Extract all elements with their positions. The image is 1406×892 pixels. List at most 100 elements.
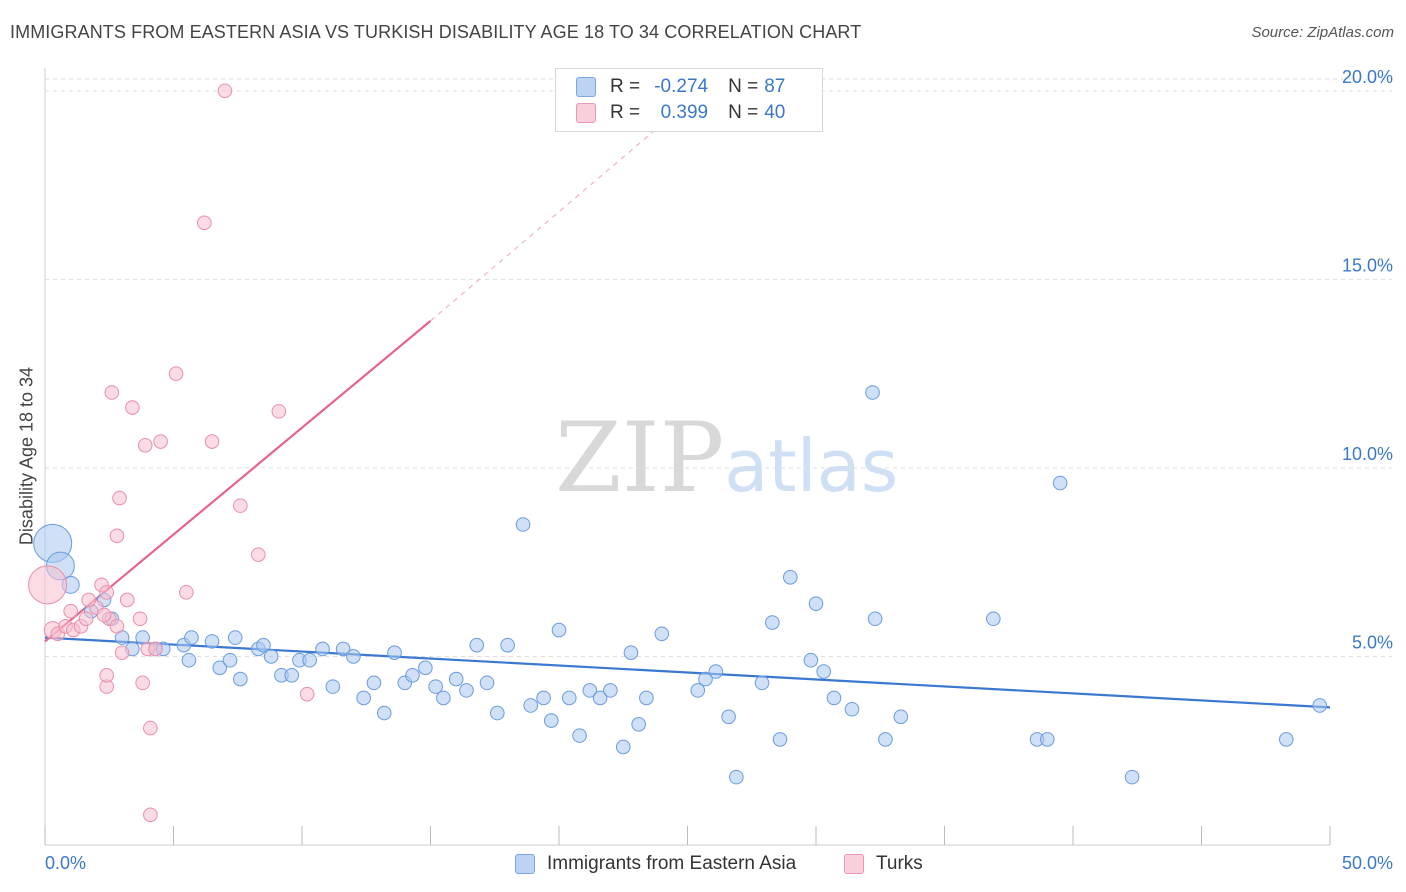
eastern-asia-point <box>448 671 464 687</box>
turks-point <box>96 607 112 623</box>
turks-point <box>233 498 248 513</box>
eastern-asia-point <box>366 675 382 691</box>
legend-r-value: -0.274 <box>654 76 709 97</box>
turks-point <box>119 592 135 608</box>
eastern-asia-point <box>523 698 539 713</box>
eastern-asia-point <box>1052 475 1068 491</box>
turks-point <box>137 438 153 453</box>
turks-point <box>132 611 148 627</box>
eastern-asia-point <box>690 683 706 698</box>
bottom-legend-label: Immigrants from Eastern Asia <box>547 853 797 874</box>
turks-point <box>143 720 158 736</box>
eastern-asia-point <box>772 732 788 747</box>
eastern-asia-point <box>893 709 909 725</box>
bottom-legend-swatch-pink <box>844 854 864 874</box>
eastern-asia-point <box>721 709 736 725</box>
turks-point <box>28 565 68 605</box>
eastern-asia-point <box>479 675 495 691</box>
eastern-asia-point <box>284 668 300 683</box>
eastern-asia-point <box>490 705 505 721</box>
eastern-asia-point <box>765 615 780 630</box>
eastern-asia-point <box>212 660 228 676</box>
source-label: Source: ZipAtlas.com <box>1251 24 1394 41</box>
eastern-asia-point <box>816 664 832 679</box>
x-tick-label: 0.0% <box>45 853 86 873</box>
eastern-asia-point <box>233 671 248 687</box>
y-tick-label: 5.0% <box>1352 632 1393 652</box>
eastern-asia-point <box>536 690 551 706</box>
chart-title: IMMIGRANTS FROM EASTERN ASIA VS TURKISH … <box>10 22 862 42</box>
eastern-asia-point <box>227 630 243 645</box>
eastern-asia-point <box>654 626 670 642</box>
bottom-legend-swatch-blue <box>515 854 535 874</box>
turks-point <box>99 668 114 683</box>
watermark: ZIPatlas <box>555 402 898 514</box>
eastern-asia-point <box>346 649 361 664</box>
turks-point <box>63 603 78 619</box>
turks-point <box>104 385 120 400</box>
turks-point <box>109 528 125 544</box>
turks-point <box>125 400 140 415</box>
eastern-asia-point <box>808 596 824 611</box>
eastern-asia-point <box>181 652 197 668</box>
turks-point <box>112 490 127 506</box>
eastern-asia-point <box>436 690 451 706</box>
eastern-asia-point <box>1040 732 1055 747</box>
turks-point <box>78 611 94 627</box>
eastern-asia-point <box>878 732 893 747</box>
y-tick-label: 20.0% <box>1342 67 1393 87</box>
legend-n-value: 40 <box>764 102 786 123</box>
eastern-asia-point <box>844 701 860 717</box>
eastern-asia-point <box>803 652 819 668</box>
eastern-asia-point <box>1124 769 1140 785</box>
eastern-asia-point <box>603 683 618 698</box>
turks-point <box>109 618 125 634</box>
eastern-asia-point <box>783 569 798 585</box>
eastern-asia-point <box>428 679 443 694</box>
turks-point <box>168 366 184 381</box>
turks-point <box>81 592 96 608</box>
axis-layer <box>44 68 1331 846</box>
eastern-asia-point <box>335 641 351 657</box>
eastern-asia-point <box>572 728 587 743</box>
eastern-asia-point <box>867 611 883 627</box>
eastern-asia-point <box>1312 698 1328 713</box>
eastern-asia-point <box>387 645 402 660</box>
eastern-asia-point <box>256 637 271 653</box>
turks-point <box>197 215 212 231</box>
y-axis-label: Disability Age 18 to 34 <box>16 366 37 546</box>
y-tick-label: 15.0% <box>1342 255 1393 275</box>
eastern-asia-point <box>325 679 341 694</box>
eastern-asia-point <box>631 717 646 732</box>
eastern-asia-point <box>865 385 880 400</box>
bottom-legend-label: Turks <box>876 853 923 874</box>
eastern-asia-point <box>561 690 577 706</box>
turks-point <box>99 585 114 600</box>
legend-swatch-pink <box>576 103 596 123</box>
label-layer: 5.0% 10.0% 15.0% 20.0% 0.0% 50.0% <box>45 67 1393 873</box>
trend-layer <box>44 113 1331 709</box>
turks-point <box>251 547 266 562</box>
eastern-asia-point <box>376 705 392 721</box>
legend-n-label: N = <box>728 102 759 123</box>
correlation-legend: R = -0.274 N = 87 R = 0.399 N = 40 <box>555 68 823 132</box>
grid-layer <box>45 78 1392 657</box>
bottom-legend-eastern-asia: Immigrants from Eastern Asia <box>515 852 796 876</box>
eastern-asia-point <box>986 611 1001 627</box>
eastern-asia-point <box>698 671 713 687</box>
eastern-asia-point <box>639 690 654 706</box>
eastern-asia-point <box>592 690 608 706</box>
legend-swatch-blue <box>576 77 596 97</box>
eastern-asia-point <box>500 637 515 653</box>
turks-point <box>299 686 315 702</box>
legend-n-value: 87 <box>764 76 786 97</box>
eastern-asia-point <box>515 517 531 532</box>
turks-point <box>179 585 194 600</box>
turks-point <box>114 645 130 660</box>
legend-r-value: 0.399 <box>660 102 709 123</box>
eastern-asia-point <box>729 769 744 785</box>
legend-r-label: R = <box>610 76 641 97</box>
turks-point <box>217 83 233 99</box>
bottom-legend-turks: Turks <box>844 852 923 876</box>
